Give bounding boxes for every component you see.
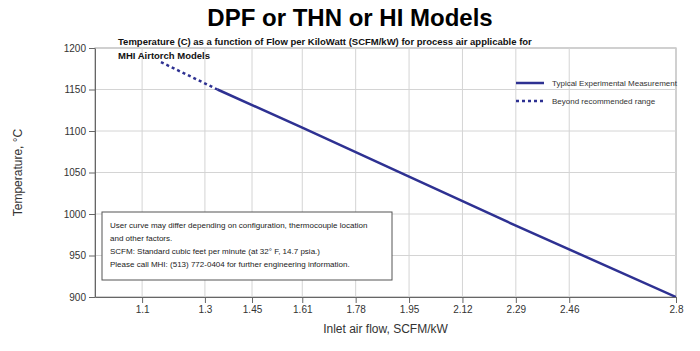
x-tick: 2.46	[560, 297, 580, 315]
y-tick-mark	[89, 48, 95, 49]
legend-label: Typical Experimental Measurement	[552, 79, 678, 88]
x-tick-label: 1.3	[198, 304, 212, 315]
x-tick-mark	[252, 297, 253, 303]
grid-line-y	[95, 131, 676, 132]
x-tick-label: 2.46	[560, 304, 580, 315]
x-tick-label: 2.12	[453, 304, 473, 315]
x-tick: 1.1	[136, 297, 150, 315]
y-tick: 1000	[64, 209, 95, 220]
y-tick: 950	[69, 250, 95, 261]
subtitle: MHI Airtorch Models	[118, 50, 210, 61]
x-tick-mark	[302, 297, 303, 303]
x-tick-mark	[142, 297, 143, 303]
y-tick-label: 1150	[64, 84, 86, 95]
x-tick-mark	[516, 297, 517, 303]
annotation-text: SCFM: Standard cubic feet per minute (at…	[110, 247, 320, 256]
y-tick-mark	[89, 214, 95, 215]
x-tick-label: 1.61	[293, 304, 313, 315]
x-tick: 1.95	[400, 297, 420, 315]
x-tick: 1.45	[243, 297, 263, 315]
y-tick: 1200	[64, 43, 95, 54]
y-tick: 1100	[64, 126, 95, 137]
chart: 1.1 1.3 1.45 1.61 1.78 1.95 2.12 2.29 2.46 2.8 900…	[0, 0, 700, 351]
x-tick-mark	[205, 297, 206, 303]
grid-line-y	[95, 172, 676, 173]
x-tick: 2.29	[507, 297, 527, 315]
x-tick-label: 1.95	[400, 304, 420, 315]
x-tick: 2.12	[453, 297, 473, 315]
y-tick: 1150	[64, 84, 95, 95]
annotation-text: User curve may differ depending on confi…	[110, 221, 367, 230]
grid-line-x	[409, 48, 410, 297]
y-tick-mark	[89, 297, 95, 298]
x-tick: 2.8	[670, 297, 684, 315]
annotation: User curve may differ depending on confi…	[102, 212, 392, 280]
x-tick-label: 1.78	[346, 304, 366, 315]
y-tick-label: 900	[69, 292, 86, 303]
y-tick-label: 1100	[64, 126, 86, 137]
x-tick-label: 2.8	[670, 304, 684, 315]
x-tick: 1.61	[293, 297, 313, 315]
legend-label: Beyond recommended range	[552, 97, 656, 106]
y-axis: 900 950 1000 1050 1100 1150 1200	[64, 43, 96, 303]
y-tick: 1050	[64, 167, 95, 178]
x-tick: 1.3	[198, 297, 212, 315]
annotation-text: and other factors.	[110, 234, 172, 243]
y-tick-mark	[89, 173, 95, 174]
x-tick: 1.78	[346, 297, 366, 315]
x-axis: 1.1 1.3 1.45 1.61 1.78 1.95 2.12 2.29 2.46 2.8	[96, 297, 684, 315]
legend-swatch	[516, 100, 544, 103]
y-tick-mark	[89, 131, 95, 132]
x-tick-label: 1.1	[136, 304, 150, 315]
x-tick-mark	[569, 297, 570, 303]
x-tick-mark	[409, 297, 410, 303]
y-tick-label: 950	[69, 250, 86, 261]
y-tick-label: 1200	[64, 43, 87, 54]
series-line	[161, 62, 218, 89]
grid-line-y	[95, 89, 676, 90]
annotation-text: Please call MHI: (513) 772-0404 for furt…	[110, 260, 350, 269]
legend: Typical Experimental Measurement Beyond r…	[516, 79, 678, 106]
subtitle: Temperature (C) as a function of Flow pe…	[118, 36, 532, 47]
grid-line-x	[462, 48, 463, 297]
x-tick-label: 1.45	[243, 304, 263, 315]
x-tick-mark	[676, 297, 677, 303]
y-tick-label: 1000	[64, 209, 87, 220]
y-tick-label: 1050	[64, 167, 87, 178]
x-tick-mark	[462, 297, 463, 303]
grid-line-x	[515, 48, 516, 297]
annotation-box	[102, 212, 392, 280]
y-tick-mark	[89, 90, 95, 91]
x-axis-line	[96, 297, 677, 298]
y-axis-line	[95, 49, 96, 298]
x-axis-title: Inlet air flow, SCFM/kW	[323, 322, 448, 336]
grid-line-y	[95, 48, 676, 49]
title: DPF or THN or HI Models	[207, 4, 492, 31]
grid-line-y	[95, 297, 676, 298]
y-tick: 900	[69, 292, 95, 303]
x-tick-label: 2.29	[507, 304, 527, 315]
legend-swatch	[516, 82, 544, 85]
y-axis-title: Temperature, °C	[11, 128, 25, 216]
y-tick-mark	[89, 256, 95, 257]
x-tick-mark	[356, 297, 357, 303]
